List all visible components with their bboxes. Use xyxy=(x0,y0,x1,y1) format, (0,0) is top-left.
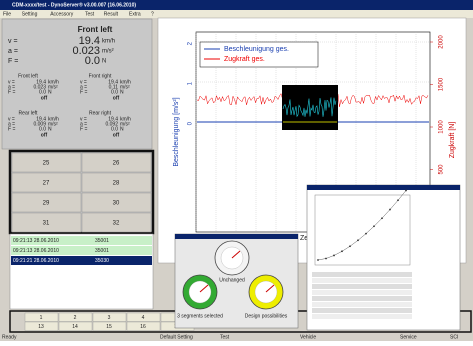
grid-label: 27 xyxy=(43,181,50,187)
menu-item[interactable]: Extra xyxy=(129,11,141,17)
y2-tick-label: 2000 xyxy=(439,35,445,49)
gauge-symbol: F = xyxy=(8,58,18,65)
grid-label: 30 xyxy=(113,201,120,207)
y2-tick-label: 1000 xyxy=(439,120,445,134)
mini-table-row xyxy=(312,290,412,295)
y-axis-label: Beschleunigung [m/s²] xyxy=(173,97,180,166)
y2-tick-label: 500 xyxy=(439,164,445,175)
grid-label: 25 xyxy=(43,161,50,167)
mini-table-row xyxy=(312,272,412,277)
mini-table-row xyxy=(312,302,412,307)
menu-item[interactable]: Accessory xyxy=(50,11,74,17)
button-label: 13 xyxy=(38,324,44,330)
wheel-state: off xyxy=(113,95,120,101)
status-text: Ready xyxy=(2,334,17,340)
wheel-state: off xyxy=(41,132,48,138)
log-id: 35030 xyxy=(95,258,109,264)
gauge-unit: m/s² xyxy=(102,49,114,55)
gauge-caption: 3 segments selected xyxy=(177,313,223,319)
status-text: Test xyxy=(220,334,230,340)
wheel-state: off xyxy=(113,132,120,138)
grid-label: 26 xyxy=(113,161,120,167)
button-label: 2 xyxy=(74,315,77,321)
button-label: 1 xyxy=(40,315,43,321)
gauge-value: 0.0 xyxy=(85,55,100,67)
menu-item[interactable]: Result xyxy=(104,11,119,17)
wheel-unit: N xyxy=(120,126,124,132)
button-label: 3 xyxy=(108,315,111,321)
log-time: 09:21:21 28.06.2010 xyxy=(13,258,59,264)
status-text: SCI xyxy=(450,334,458,340)
mini-table-row xyxy=(312,278,412,283)
status-text: Vehicle xyxy=(300,334,316,340)
menu-item[interactable]: File xyxy=(3,11,11,17)
grid-label: 31 xyxy=(43,221,50,227)
button-label: 15 xyxy=(106,324,112,330)
wheel-symbol: F = xyxy=(8,126,15,132)
log-time: 09:21:13 28.06.2010 xyxy=(13,238,59,244)
button-label: 4 xyxy=(142,315,145,321)
mini-table-row xyxy=(312,296,412,301)
log-id: 35001 xyxy=(95,248,109,254)
menu-item[interactable]: Test xyxy=(85,11,95,17)
gauge-unit: N xyxy=(102,59,106,65)
page: CDM-xxxx/test - DynoServer® v3.00.007 (1… xyxy=(0,0,473,341)
y2-tick-label: 1500 xyxy=(439,77,445,91)
screen: CDM-xxxx/test - DynoServer® v3.00.007 (1… xyxy=(0,0,473,341)
log-area xyxy=(10,234,153,309)
legend-label: Zugkraft ges. xyxy=(224,56,265,63)
chart-popup-title xyxy=(307,185,460,190)
status-text: Default Setting xyxy=(160,334,193,340)
menu-item[interactable]: Setting xyxy=(22,11,38,17)
y2-axis-label: Zugkraft [N] xyxy=(449,122,456,159)
popup-title xyxy=(175,234,298,239)
log-id: 35001 xyxy=(95,238,109,244)
gauge-symbol: a = xyxy=(8,48,18,55)
log-time: 09:21:13 28.06.2010 xyxy=(13,248,59,254)
wheel-title: Rear left xyxy=(19,110,39,116)
wheel-unit: N xyxy=(48,89,52,95)
wheel-symbol: F = xyxy=(80,126,87,132)
status-text: Service xyxy=(400,334,417,340)
mini-table-row xyxy=(312,284,412,289)
wheel-symbol: F = xyxy=(80,89,87,95)
grid-label: 28 xyxy=(113,181,120,187)
grid-label: 32 xyxy=(113,221,120,227)
gauge-title: Front left xyxy=(78,25,113,34)
button-label: 14 xyxy=(72,324,78,330)
grid-label: 29 xyxy=(43,201,50,207)
mini-plot xyxy=(315,195,410,265)
gauge-caption: Design possibilities xyxy=(245,313,288,319)
gauge-caption: Unchanged xyxy=(219,277,245,283)
wheel-unit: N xyxy=(120,89,124,95)
mini-table-row xyxy=(312,314,412,319)
mini-table-row xyxy=(312,308,412,313)
wheel-symbol: F = xyxy=(8,89,15,95)
wheel-state: off xyxy=(41,95,48,101)
menu-item[interactable]: ? xyxy=(151,11,154,17)
gauge-symbol: v = xyxy=(8,38,18,45)
legend-label: Beschleunigung ges. xyxy=(224,46,289,53)
wheel-unit: N xyxy=(48,126,52,132)
button-label: 16 xyxy=(140,324,146,330)
gauge-unit: km/h xyxy=(102,39,115,45)
window-title: CDM-xxxx/test - DynoServer® v3.00.007 (1… xyxy=(12,1,136,8)
